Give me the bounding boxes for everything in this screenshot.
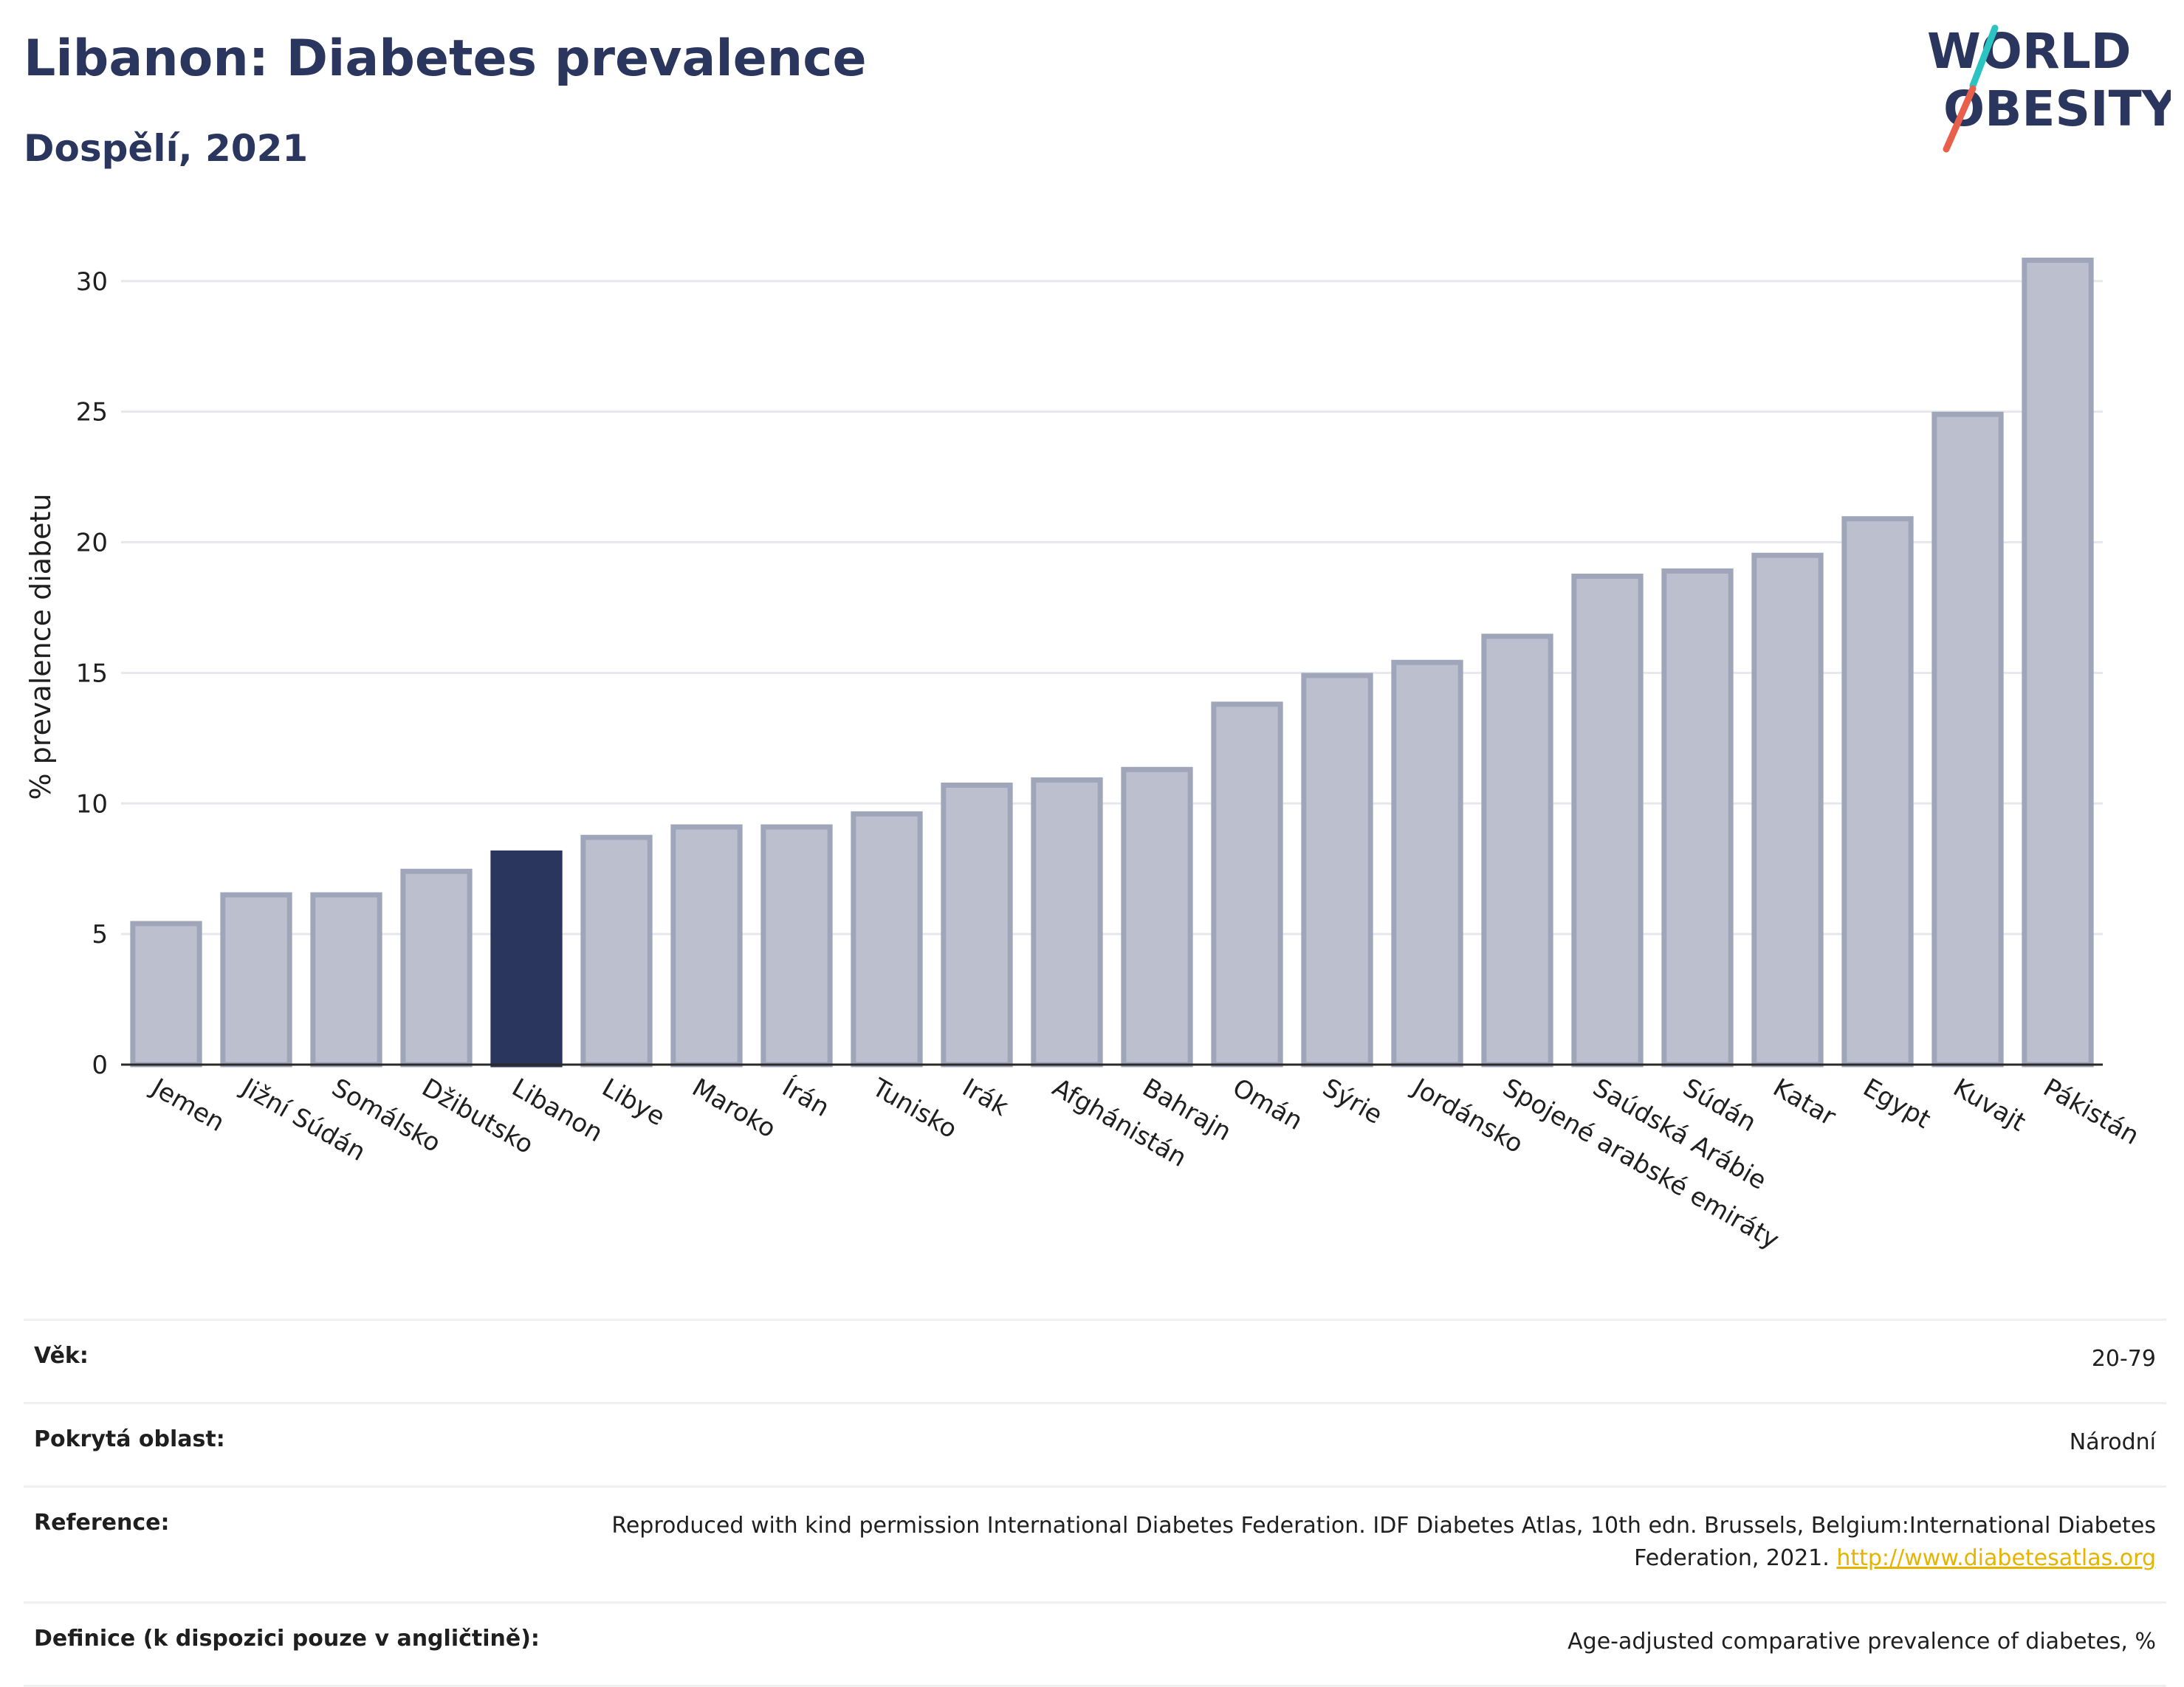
bar-džibutsko (400, 868, 473, 1068)
logo-slash-bottom (1943, 85, 1977, 153)
y-tick-label: 20 (76, 529, 108, 558)
x-tick-label: Irák (958, 1073, 1014, 1122)
bar-libye (580, 834, 653, 1068)
logo-line1: WORLD (1927, 23, 2132, 80)
bar-sýrie (1301, 673, 1373, 1068)
logo-line2: OBESITY (1943, 80, 2171, 137)
info-table: Věk: 20-79 Pokrytá oblast: Národní Refer… (24, 1319, 2166, 1687)
x-tick-label: Libye (597, 1073, 670, 1132)
info-row-reference: Reference: Reproduced with kind permissi… (24, 1485, 2166, 1604)
bar-jižní-súdán (220, 892, 292, 1068)
x-tick-label: Omán (1228, 1073, 1308, 1136)
info-key: Definice (k dispozici pouze v angličtině… (24, 1601, 550, 1687)
reference-link[interactable]: http://www.diabetesatlas.org (1836, 1545, 2156, 1571)
y-tick-label: 5 (92, 920, 108, 949)
bar-omán (1211, 701, 1283, 1068)
bar-libanon (490, 850, 563, 1068)
bar-tunisko (851, 811, 923, 1068)
bar-bahrajn (1121, 766, 1193, 1068)
bar-egypt (1841, 516, 1914, 1068)
bar-katar (1751, 552, 1824, 1068)
bar-írán (760, 824, 833, 1068)
x-tick-label: Írán (777, 1072, 835, 1123)
reference-text: Reproduced with kind permission Internat… (611, 1513, 2156, 1571)
bar-irák (941, 782, 1013, 1068)
bar-spojené-arabské-emiráty (1481, 633, 1553, 1068)
y-axis-title: % prevalence diabetu (24, 493, 57, 800)
logo-slash-top (1969, 24, 1999, 89)
x-tick-label: Maroko (687, 1073, 781, 1144)
y-tick-label: 10 (76, 789, 108, 819)
bar-jordánsko (1391, 659, 1463, 1068)
info-value: Age-adjusted comparative prevalence of d… (549, 1601, 2166, 1687)
info-row-area: Pokrytá oblast: Národní (24, 1402, 2166, 1488)
x-tick-label: Sýrie (1318, 1073, 1388, 1130)
info-row-age: Věk: 20-79 (24, 1319, 2166, 1404)
bars (130, 257, 2094, 1068)
info-value: Reproduced with kind permission Internat… (549, 1485, 2166, 1604)
bar-maroko (670, 824, 743, 1068)
x-tick-label: Tunisko (867, 1073, 962, 1145)
bar-kuvajt (1931, 411, 2004, 1068)
x-tick-label: Jemen (145, 1072, 230, 1138)
y-tick-label: 0 (92, 1051, 108, 1080)
x-tick-label: Katar (1768, 1073, 1841, 1132)
info-key: Pokrytá oblast: (24, 1402, 550, 1488)
page-subtitle: Dospělí, 2021 (24, 127, 309, 170)
world-obesity-logo: WORLD OBESITY (1927, 23, 2171, 153)
y-tick-label: 30 (76, 267, 108, 297)
info-row-definition: Definice (k dispozici pouze v angličtině… (24, 1601, 2166, 1687)
bar-pákistán (2022, 257, 2094, 1068)
y-tick-label: 25 (76, 398, 108, 427)
info-value: Národní (549, 1402, 2166, 1488)
bar-saúdská-arábie (1571, 573, 1644, 1068)
bar-somálsko (310, 892, 382, 1068)
bar-afghánistán (1031, 777, 1103, 1068)
bar-jemen (130, 921, 202, 1068)
x-tick-label: Pákistán (2039, 1073, 2144, 1151)
info-key: Věk: (24, 1319, 550, 1404)
bar-súdán (1661, 568, 1734, 1068)
info-key: Reference: (24, 1485, 550, 1604)
y-tick-label: 15 (76, 659, 108, 688)
page-title: Libanon: Diabetes prevalence (24, 30, 867, 88)
x-tick-label: Egypt (1858, 1073, 1936, 1135)
x-tick-label: Kuvajt (1948, 1073, 2031, 1138)
info-value: 20-79 (549, 1319, 2166, 1404)
